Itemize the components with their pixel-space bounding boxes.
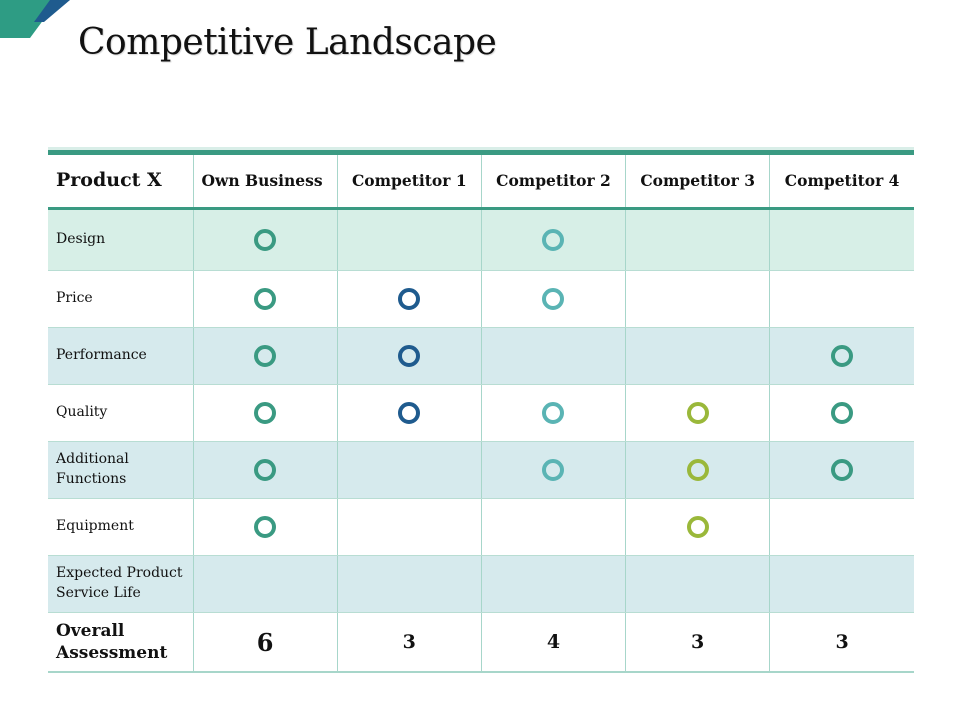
circle-marker-icon — [542, 229, 565, 251]
table-body: Design Price Performance Quality Additional … — [48, 208, 914, 673]
circle-marker-icon — [398, 345, 421, 367]
criteria-row: Performance — [48, 327, 914, 385]
cell-competitor-3 — [625, 208, 771, 271]
cell-competitor-1 — [337, 208, 482, 271]
cell-competitor-2 — [481, 441, 627, 499]
circle-marker-icon — [686, 459, 709, 481]
cell-competitor-4 — [769, 384, 914, 442]
cell-competitor-3 — [625, 441, 771, 499]
cell-competitor-2 — [481, 555, 627, 613]
comparison-table-container: Product X Own Business Competitor 1 Comp… — [48, 150, 914, 673]
criteria-label: Design — [48, 208, 194, 271]
comparison-table: Product X Own Business Competitor 1 Comp… — [48, 155, 914, 673]
cell-own-business — [193, 555, 338, 613]
criteria-label: Quality — [48, 384, 194, 442]
header-competitor-2: Competitor 2 — [481, 155, 627, 210]
circle-marker-icon — [254, 459, 277, 481]
circle-marker-icon — [254, 516, 277, 538]
header-product: Product X — [48, 155, 194, 210]
cell-own-business — [193, 208, 338, 271]
circle-marker-icon — [254, 288, 277, 310]
circle-marker-icon — [254, 345, 277, 367]
header-row: Product X Own Business Competitor 1 Comp… — [48, 155, 914, 210]
cell-competitor-1 — [337, 327, 482, 385]
circle-marker-icon — [398, 288, 421, 310]
cell-competitor-3 — [625, 555, 771, 613]
table-top-rule — [48, 150, 914, 155]
circle-marker-icon — [542, 288, 565, 310]
cell-competitor-4 — [769, 270, 914, 328]
cell-own-business — [193, 327, 338, 385]
corner-decoration — [0, 0, 70, 38]
circle-marker-icon — [686, 402, 709, 424]
criteria-row: Equipment — [48, 498, 914, 556]
header-competitor-1: Competitor 1 — [337, 155, 482, 210]
cell-competitor-4 — [769, 555, 914, 613]
score-competitor-3: 3 — [625, 612, 771, 673]
cell-competitor-3 — [625, 270, 771, 328]
cell-competitor-3 — [625, 384, 771, 442]
criteria-label: Price — [48, 270, 194, 328]
circle-marker-icon — [254, 402, 277, 424]
circle-marker-icon — [254, 229, 277, 251]
criteria-row: Price — [48, 270, 914, 328]
criteria-row: Design — [48, 208, 914, 271]
circle-marker-icon — [398, 402, 421, 424]
cell-competitor-1 — [337, 270, 482, 328]
criteria-label: Additional Functions — [48, 441, 194, 499]
criteria-row: Expected Product Service Life — [48, 555, 914, 613]
overall-assessment-label: Overall Assessment — [48, 612, 194, 673]
cell-own-business — [193, 498, 338, 556]
criteria-label: Performance — [48, 327, 194, 385]
cell-competitor-4 — [769, 498, 914, 556]
circle-marker-icon — [542, 459, 565, 481]
header-competitor-3: Competitor 3 — [625, 155, 771, 210]
score-competitor-4: 3 — [769, 612, 914, 673]
cell-own-business — [193, 441, 338, 499]
cell-own-business — [193, 384, 338, 442]
criteria-label: Equipment — [48, 498, 194, 556]
cell-competitor-2 — [481, 270, 627, 328]
cell-competitor-1 — [337, 384, 482, 442]
header-competitor-4: Competitor 4 — [769, 155, 914, 210]
corner-navy-shape — [34, 0, 70, 22]
score-own-business: 6 — [193, 612, 338, 673]
cell-competitor-4 — [769, 208, 914, 271]
criteria-row: Additional Functions — [48, 441, 914, 499]
cell-competitor-2 — [481, 384, 627, 442]
score-competitor-2: 4 — [481, 612, 627, 673]
criteria-row: Quality — [48, 384, 914, 442]
cell-competitor-1 — [337, 555, 482, 613]
page-title: Competitive Landscape — [78, 22, 497, 63]
score-competitor-1: 3 — [337, 612, 482, 673]
cell-own-business — [193, 270, 338, 328]
cell-competitor-3 — [625, 327, 771, 385]
circle-marker-icon — [831, 459, 854, 481]
criteria-label: Expected Product Service Life — [48, 555, 194, 613]
circle-marker-icon — [831, 345, 854, 367]
cell-competitor-2 — [481, 327, 627, 385]
circle-marker-icon — [542, 402, 565, 424]
cell-competitor-1 — [337, 441, 482, 499]
circle-marker-icon — [831, 402, 854, 424]
overall-assessment-row: Overall Assessment 6 3 4 3 3 — [48, 612, 914, 673]
cell-competitor-4 — [769, 441, 914, 499]
cell-competitor-3 — [625, 498, 771, 556]
cell-competitor-2 — [481, 208, 627, 271]
cell-competitor-1 — [337, 498, 482, 556]
header-own-business: Own Business — [193, 155, 338, 210]
cell-competitor-2 — [481, 498, 627, 556]
cell-competitor-4 — [769, 327, 914, 385]
circle-marker-icon — [686, 516, 709, 538]
